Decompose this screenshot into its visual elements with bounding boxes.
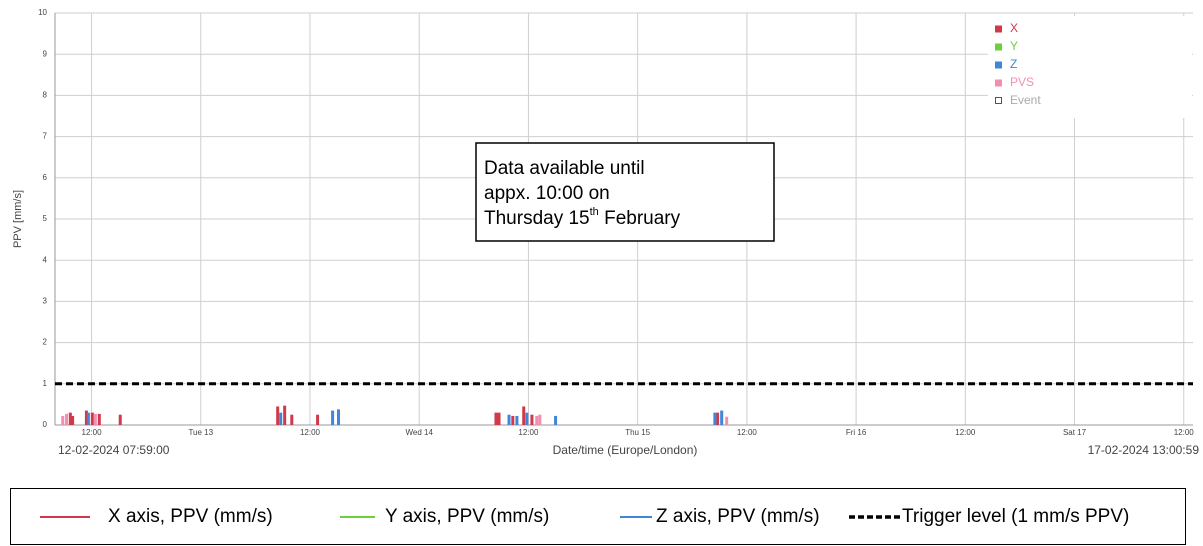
bar bbox=[90, 412, 94, 425]
bar bbox=[494, 412, 498, 425]
legend-label: Z bbox=[1010, 57, 1017, 71]
legend-label: Z axis, PPV (mm/s) bbox=[656, 506, 820, 527]
bar bbox=[86, 412, 90, 425]
legend-swatch bbox=[995, 97, 1002, 104]
legend-swatch bbox=[995, 61, 1002, 69]
bar bbox=[530, 414, 534, 425]
x-tick-label: 12:00 bbox=[737, 428, 758, 437]
bar bbox=[276, 406, 280, 425]
y-tick-label: 9 bbox=[43, 49, 48, 58]
bar bbox=[522, 406, 526, 425]
bar bbox=[71, 415, 75, 425]
x-tick-label: Sat 17 bbox=[1063, 428, 1087, 437]
x-tick-label: 12:00 bbox=[82, 428, 103, 437]
bar bbox=[68, 412, 72, 425]
bar bbox=[507, 414, 511, 425]
x-tick-label: 12:00 bbox=[955, 428, 976, 437]
legend-label: Y bbox=[1010, 39, 1018, 53]
y-tick-label: 2 bbox=[43, 338, 48, 347]
bar bbox=[337, 409, 341, 425]
bar bbox=[279, 412, 283, 425]
legend-label: PVS bbox=[1010, 75, 1034, 89]
legend-background bbox=[988, 16, 1192, 118]
bar bbox=[84, 410, 88, 425]
bar bbox=[554, 415, 558, 425]
y-tick-label: 3 bbox=[43, 297, 48, 306]
bar bbox=[316, 414, 320, 425]
y-tick-label: 0 bbox=[43, 420, 48, 429]
bar bbox=[511, 415, 515, 425]
y-tick-label: 6 bbox=[43, 173, 48, 182]
bar bbox=[535, 415, 539, 425]
legend-swatch bbox=[995, 43, 1002, 51]
legend-swatch bbox=[995, 25, 1002, 33]
x-range-end: 17-02-2024 13:00:59 bbox=[1088, 443, 1200, 457]
bar bbox=[97, 413, 101, 425]
bar bbox=[93, 413, 97, 425]
bar bbox=[283, 405, 287, 425]
annotation-part: Thursday 15 bbox=[484, 208, 590, 229]
y-tick-label: 5 bbox=[43, 214, 48, 223]
y-tick-label: 10 bbox=[38, 8, 47, 17]
annotation-sup: th bbox=[590, 206, 599, 218]
bar bbox=[65, 413, 69, 425]
x-tick-label: Thu 15 bbox=[625, 428, 650, 437]
bar bbox=[61, 415, 65, 425]
legend-box bbox=[10, 488, 1186, 545]
legend-label: Event bbox=[1010, 93, 1041, 107]
y-tick-label: 1 bbox=[43, 379, 48, 388]
x-tick-label: 12:00 bbox=[1174, 428, 1195, 437]
legend-label: X axis, PPV (mm/s) bbox=[108, 506, 273, 527]
annotation-text: Thursday 15th February bbox=[484, 206, 681, 229]
x-tick-label: Wed 14 bbox=[405, 428, 433, 437]
legend-label: Y axis, PPV (mm/s) bbox=[385, 506, 549, 527]
x-tick-label: 12:00 bbox=[518, 428, 539, 437]
x-tick-label: Fri 16 bbox=[846, 428, 867, 437]
annotation-text: appx. 10:00 on bbox=[484, 183, 610, 204]
legend-label: X bbox=[1010, 21, 1018, 35]
bar bbox=[713, 412, 717, 425]
annotation-text: Data available until bbox=[484, 158, 645, 179]
y-axis-label: PPV [mm/s] bbox=[12, 190, 24, 248]
y-tick-label: 7 bbox=[43, 132, 48, 141]
bar bbox=[497, 412, 501, 425]
bar bbox=[720, 410, 724, 425]
bar bbox=[525, 412, 529, 425]
y-tick-label: 4 bbox=[43, 255, 48, 264]
annotation-box bbox=[475, 142, 775, 242]
annotation-part: February bbox=[599, 208, 681, 229]
x-tick-label: Tue 13 bbox=[188, 428, 213, 437]
x-tick-label: 12:00 bbox=[300, 428, 321, 437]
bar bbox=[331, 410, 335, 425]
x-range-start: 12-02-2024 07:59:00 bbox=[58, 443, 170, 457]
legend-label: Trigger level (1 mm/s PPV) bbox=[902, 506, 1129, 527]
legend-swatch bbox=[995, 79, 1002, 87]
bar bbox=[716, 412, 720, 425]
y-tick-label: 8 bbox=[43, 91, 48, 100]
bar bbox=[290, 414, 294, 425]
bar bbox=[515, 415, 519, 425]
bar bbox=[118, 414, 122, 425]
x-axis-label: Date/time (Europe/London) bbox=[553, 443, 698, 457]
bar bbox=[725, 416, 729, 425]
bar bbox=[538, 414, 542, 425]
